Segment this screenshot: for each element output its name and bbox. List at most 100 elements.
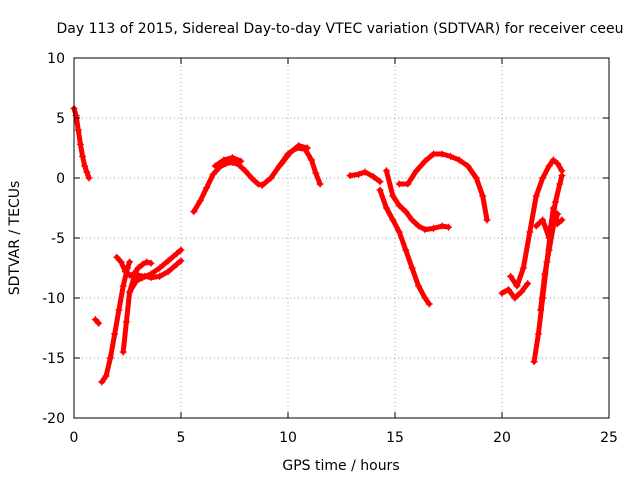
data-point	[532, 222, 540, 230]
data-point	[147, 270, 155, 278]
series-8	[211, 154, 245, 170]
data-point	[81, 162, 89, 170]
data-point	[102, 372, 110, 380]
series-14	[395, 150, 491, 224]
data-point	[524, 280, 532, 288]
y-tick-label: -10	[42, 291, 65, 307]
data-point	[554, 210, 562, 218]
data-point	[498, 289, 506, 297]
data-point	[209, 170, 217, 178]
data-point	[438, 150, 446, 158]
y-axis-label: SDTVAR / TECUs	[7, 181, 23, 296]
x-tick-label: 10	[279, 430, 297, 446]
data-point	[346, 172, 354, 180]
data-point	[258, 181, 266, 189]
data-point	[177, 246, 185, 254]
data-point	[122, 318, 130, 326]
series-trace	[383, 168, 451, 233]
data-point	[530, 358, 538, 366]
series-12	[376, 186, 433, 308]
data-point	[228, 154, 236, 162]
data-point	[126, 271, 134, 279]
data-point	[74, 126, 82, 134]
data-point	[472, 174, 480, 182]
data-point	[408, 216, 416, 224]
data-point	[308, 156, 316, 164]
y-tick-label: -5	[51, 231, 65, 247]
data-point	[138, 274, 146, 282]
x-axis-label: GPS time / hours	[282, 458, 399, 474]
data-point	[203, 184, 211, 192]
data-point	[415, 222, 423, 230]
data-point	[156, 272, 164, 280]
data-point	[408, 264, 416, 272]
data-point	[545, 162, 553, 170]
data-point	[549, 156, 557, 164]
data-point	[556, 180, 564, 188]
data-point	[190, 208, 198, 216]
series-6	[126, 246, 185, 296]
data-point	[132, 277, 140, 285]
y-tick-label: 10	[47, 51, 65, 67]
data-point	[382, 204, 390, 212]
data-point	[316, 180, 324, 188]
series-11	[346, 168, 384, 186]
data-point	[85, 174, 93, 182]
data-point	[483, 216, 491, 224]
data-point	[119, 282, 127, 290]
data-point	[404, 180, 412, 188]
data-point	[370, 173, 378, 181]
series-trace	[279, 143, 310, 167]
series-7	[190, 158, 266, 216]
data-point	[312, 169, 320, 177]
data-point	[539, 174, 547, 182]
data-series	[70, 104, 566, 386]
data-point	[248, 174, 256, 182]
data-point	[119, 348, 127, 356]
data-point	[402, 246, 410, 254]
data-point	[211, 162, 219, 170]
data-point	[278, 160, 286, 168]
data-point	[549, 204, 557, 212]
x-tick-label: 0	[70, 430, 79, 446]
data-point	[389, 192, 397, 200]
data-point	[111, 330, 119, 338]
data-point	[126, 288, 134, 296]
data-point	[220, 156, 228, 164]
data-point	[537, 306, 545, 314]
series-10	[278, 142, 311, 168]
data-point	[83, 168, 91, 176]
series-trace	[508, 157, 565, 289]
data-point	[164, 268, 172, 276]
data-point	[115, 306, 123, 314]
data-point	[382, 167, 390, 175]
series-19	[537, 210, 562, 314]
data-point	[173, 260, 181, 268]
data-point	[267, 174, 275, 182]
data-point	[361, 168, 369, 176]
data-point	[402, 208, 410, 216]
data-point	[164, 257, 172, 265]
data-point	[126, 258, 134, 266]
data-point	[464, 162, 472, 170]
data-point	[421, 294, 429, 302]
y-tick-label: -15	[42, 351, 65, 367]
data-point	[549, 222, 557, 230]
data-point	[447, 152, 455, 160]
data-point	[554, 160, 562, 168]
data-point	[95, 319, 103, 327]
data-point	[395, 228, 403, 236]
data-point	[430, 224, 438, 232]
data-point	[395, 180, 403, 188]
x-tick-label: 5	[177, 430, 186, 446]
data-point	[91, 316, 99, 324]
data-point	[412, 167, 420, 175]
grid	[74, 58, 609, 418]
data-point	[173, 250, 181, 258]
data-point	[79, 152, 87, 160]
data-point	[376, 178, 384, 186]
data-point	[196, 197, 204, 205]
chart-title: Day 113 of 2015, Sidereal Day-to-day VTE…	[56, 21, 623, 37]
data-point	[303, 144, 311, 152]
